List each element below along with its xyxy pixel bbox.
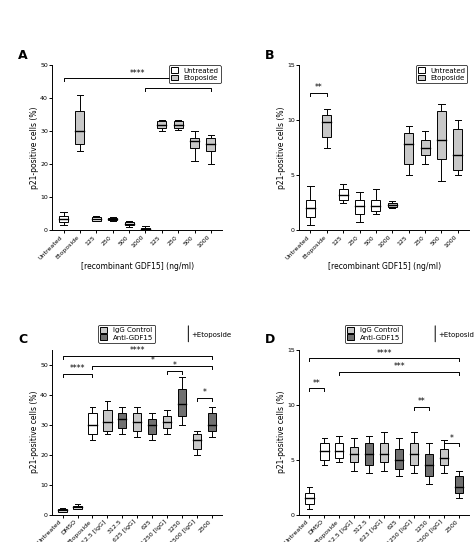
- Bar: [133, 412, 141, 431]
- Bar: [425, 454, 433, 476]
- Text: **: **: [313, 378, 321, 388]
- Text: A: A: [18, 49, 27, 62]
- Bar: [88, 412, 97, 434]
- Legend: IgG Control, Anti-GDF15: IgG Control, Anti-GDF15: [98, 325, 155, 343]
- Bar: [207, 138, 216, 151]
- Bar: [305, 493, 314, 504]
- Text: ****: ****: [129, 346, 145, 355]
- Bar: [58, 509, 67, 512]
- Bar: [125, 222, 134, 225]
- Bar: [306, 199, 315, 217]
- Text: ****: ****: [129, 69, 145, 78]
- Text: *: *: [173, 361, 176, 370]
- Bar: [372, 199, 381, 211]
- Bar: [395, 449, 403, 469]
- Bar: [420, 140, 429, 156]
- Text: +Etoposide: +Etoposide: [438, 332, 474, 338]
- Bar: [365, 443, 374, 465]
- Bar: [320, 443, 328, 460]
- Bar: [59, 216, 68, 222]
- Bar: [355, 199, 364, 214]
- Bar: [208, 412, 216, 431]
- Text: B: B: [265, 49, 274, 62]
- Bar: [190, 138, 199, 148]
- Text: +Etoposide: +Etoposide: [192, 332, 232, 338]
- Text: ****: ****: [70, 364, 85, 373]
- Text: *: *: [202, 388, 206, 397]
- Text: *: *: [449, 434, 453, 443]
- Legend: IgG Control, Anti-GDF15: IgG Control, Anti-GDF15: [345, 325, 402, 343]
- Bar: [75, 111, 84, 144]
- Text: ****: ****: [376, 349, 392, 358]
- Y-axis label: p21-positive cells (%): p21-positive cells (%): [277, 106, 286, 189]
- Text: D: D: [265, 333, 275, 346]
- Y-axis label: p21-positive cells (%): p21-positive cells (%): [30, 106, 39, 189]
- Bar: [73, 506, 82, 509]
- Text: **: **: [315, 83, 322, 92]
- Bar: [380, 443, 388, 462]
- Bar: [193, 434, 201, 449]
- Bar: [440, 449, 448, 465]
- Bar: [335, 443, 344, 457]
- Legend: Untreated, Etoposide: Untreated, Etoposide: [416, 65, 467, 83]
- X-axis label: [recombinant GDF15] (ng/ml): [recombinant GDF15] (ng/ml): [81, 262, 194, 271]
- Text: *: *: [150, 357, 154, 365]
- Bar: [148, 418, 156, 434]
- Text: ***: ***: [393, 362, 405, 371]
- Bar: [92, 217, 101, 221]
- Text: *: *: [176, 79, 180, 88]
- Bar: [455, 476, 463, 493]
- Bar: [163, 416, 171, 428]
- Bar: [404, 133, 413, 164]
- Bar: [339, 189, 348, 199]
- Bar: [178, 389, 186, 416]
- Y-axis label: p21-positive cells (%): p21-positive cells (%): [277, 391, 286, 474]
- Bar: [141, 228, 150, 230]
- Bar: [108, 218, 117, 220]
- Bar: [350, 447, 358, 462]
- Bar: [437, 111, 446, 159]
- Legend: Untreated, Etoposide: Untreated, Etoposide: [169, 65, 220, 83]
- Bar: [322, 115, 331, 137]
- Y-axis label: p21-positive cells (%): p21-positive cells (%): [30, 391, 39, 474]
- Text: C: C: [18, 333, 27, 346]
- Bar: [173, 121, 182, 128]
- Bar: [157, 121, 166, 128]
- Bar: [388, 203, 397, 207]
- Bar: [453, 129, 462, 170]
- Bar: [118, 412, 127, 428]
- Bar: [410, 443, 418, 465]
- Bar: [103, 410, 111, 431]
- Text: **: **: [418, 397, 425, 406]
- X-axis label: [recombinant GDF15] (ng/ml): [recombinant GDF15] (ng/ml): [328, 262, 441, 271]
